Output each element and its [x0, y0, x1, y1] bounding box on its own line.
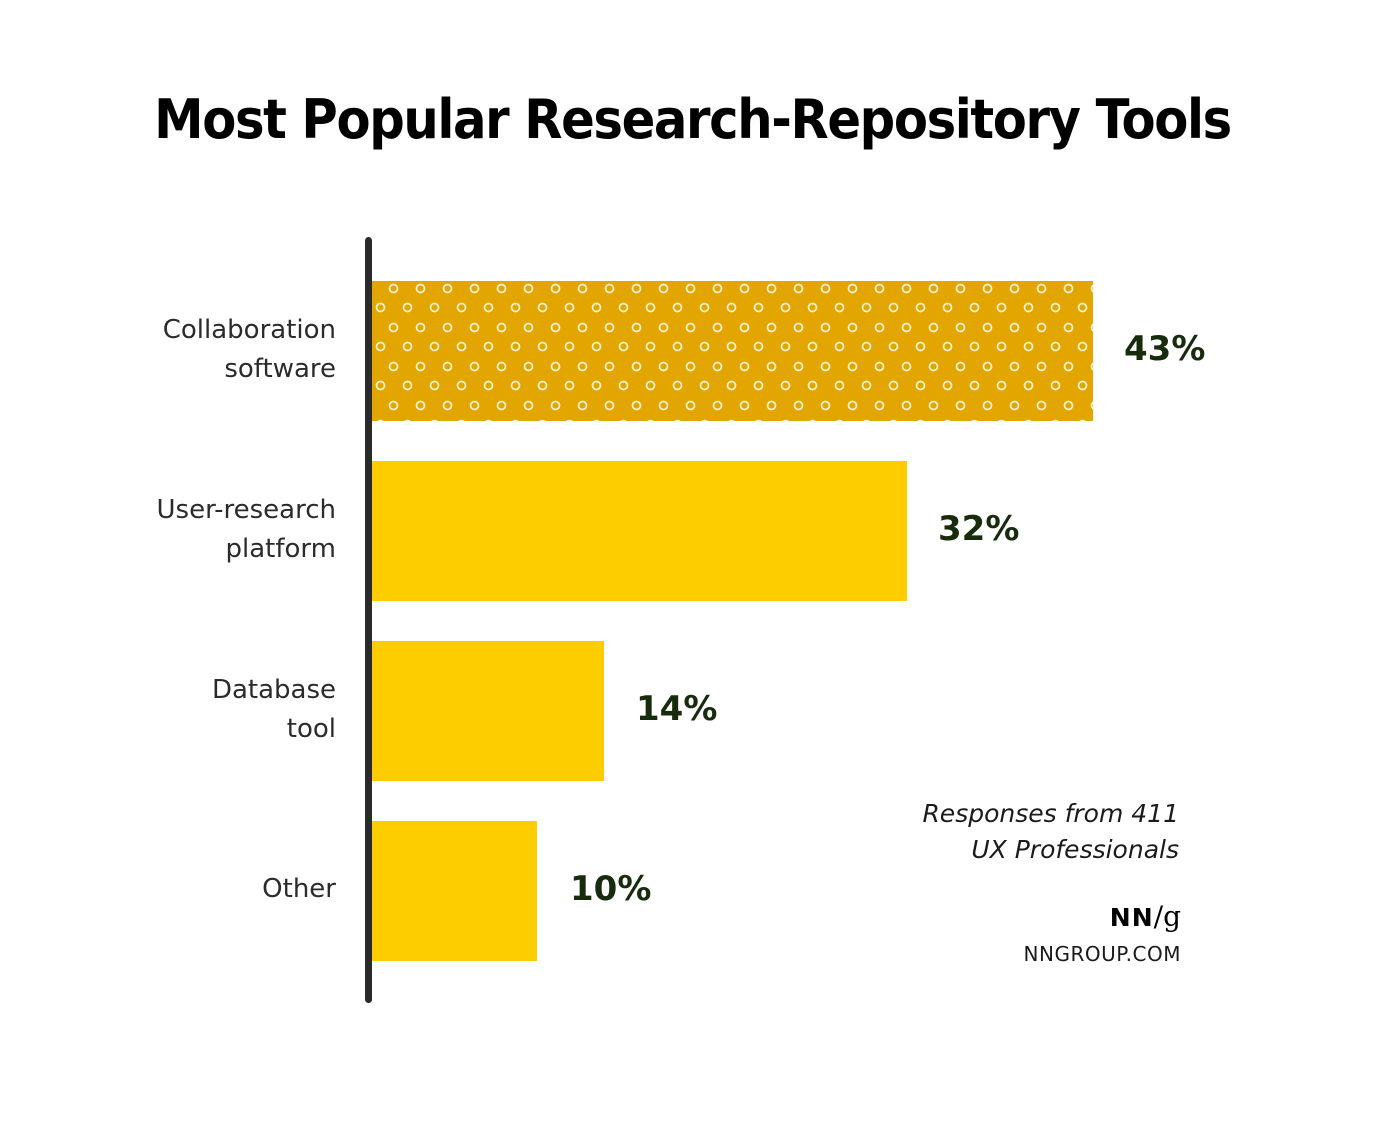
category-label-user-research: User-research platform — [76, 491, 336, 569]
value-label-user-research: 32% — [938, 509, 1020, 549]
category-label-other: Other — [76, 870, 336, 909]
logo-bold: NN — [1109, 903, 1154, 932]
sample-size-note: Responses from 411 UX Professionals — [922, 796, 1179, 868]
category-label-database: Database tool — [76, 671, 336, 749]
category-label-line: Other — [262, 874, 336, 904]
bar-user-research-platform — [372, 461, 907, 601]
category-label-line: User-research — [156, 495, 336, 525]
logo-rest: /g — [1153, 900, 1181, 933]
category-label-collaboration: Collaboration software — [76, 311, 336, 389]
value-label-database: 14% — [636, 689, 718, 729]
bar-database-tool — [372, 641, 604, 781]
y-axis-line — [365, 237, 372, 1003]
category-label-line: Database — [211, 675, 336, 705]
bar-other — [372, 821, 537, 961]
category-label-line: platform — [225, 534, 336, 564]
nng-logo: NN/g — [1110, 900, 1181, 933]
note-line: UX Professionals — [971, 835, 1179, 864]
category-label-line: software — [224, 354, 336, 384]
category-label-line: tool — [286, 714, 336, 744]
value-label-other: 10% — [570, 869, 652, 909]
bar-collaboration-software — [372, 281, 1093, 421]
chart-title: Most Popular Research-Repository Tools — [154, 88, 1232, 151]
value-label-collaboration: 43% — [1124, 329, 1206, 369]
site-url: NNGROUP.COM — [1023, 942, 1181, 966]
note-line: Responses from 411 — [922, 799, 1179, 828]
category-label-line: Collaboration — [162, 315, 336, 345]
